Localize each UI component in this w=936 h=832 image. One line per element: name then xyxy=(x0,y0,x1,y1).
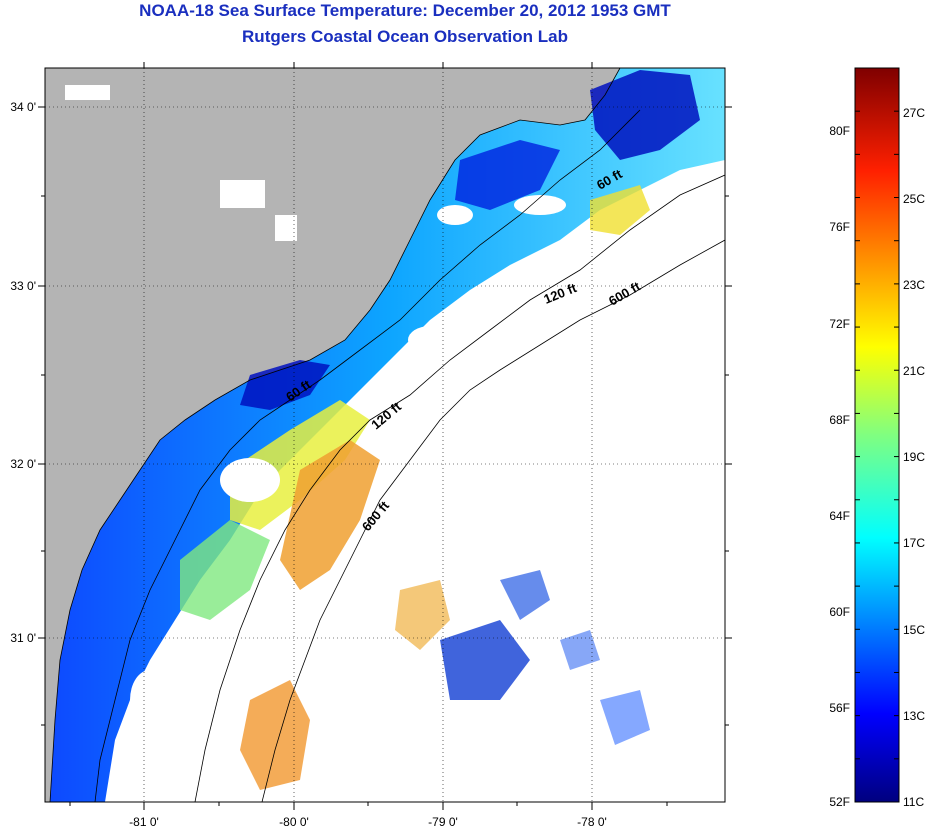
lat-label-31: 31 0' xyxy=(10,631,36,645)
land-mass xyxy=(45,68,620,802)
lat-label-32: 32 0' xyxy=(10,457,36,471)
frame-ticks xyxy=(38,62,732,810)
cloud-gap xyxy=(437,205,473,225)
gulf-stream-patch xyxy=(280,440,380,590)
colorbar-c-label: 13C xyxy=(903,709,925,723)
colorbar-c-label: 17C xyxy=(903,536,925,550)
map-title: NOAA-18 Sea Surface Temperature: Decembe… xyxy=(139,1,671,20)
lon-label-79: -79 0' xyxy=(428,815,458,829)
offshore-cold-patch xyxy=(440,620,530,700)
colorbar-frame xyxy=(854,67,900,803)
cloud-gap xyxy=(130,670,170,730)
cold-patch xyxy=(455,140,560,210)
lon-label-80: -80 0' xyxy=(279,815,309,829)
isobath-120ft xyxy=(194,174,725,802)
offshore-cold-patch xyxy=(500,570,550,620)
isobath-600ft xyxy=(261,239,725,802)
colorbar-f-label: 56F xyxy=(829,701,850,715)
colorbar-f-label: 60F xyxy=(829,605,850,619)
colorbar-c-label: 19C xyxy=(903,450,925,464)
colorbar-c-label: 23C xyxy=(903,278,925,292)
cold-patch xyxy=(590,70,700,160)
colorbar-c-label: 25C xyxy=(903,192,925,206)
warm-patch-yellow xyxy=(590,185,650,235)
land-cloud xyxy=(275,215,297,241)
colorbar-f-label: 64F xyxy=(829,509,850,523)
colorbar-c-label: 11C xyxy=(903,795,924,809)
gulf-stream-patch xyxy=(240,680,310,790)
offshore-cold-patch xyxy=(600,690,650,745)
lat-label-33: 33 0' xyxy=(10,279,36,293)
colorbar-f-label: 72F xyxy=(829,317,850,331)
lat-label-34: 34 0' xyxy=(10,100,36,114)
lon-label-81: -81 0' xyxy=(129,815,159,829)
warm-patch-green xyxy=(180,520,270,620)
land-cloud xyxy=(65,85,110,100)
map-subtitle: Rutgers Coastal Ocean Observation Lab xyxy=(242,27,568,46)
cloud-gap xyxy=(514,195,566,215)
colorbar-ticks xyxy=(855,67,899,803)
cloud-gap xyxy=(408,326,452,354)
cloud-gap xyxy=(220,458,280,502)
colorbar-f-label: 52F xyxy=(829,795,850,809)
map-frame xyxy=(44,67,726,803)
colorbar-f-label: 80F xyxy=(829,124,850,138)
graticule xyxy=(45,68,725,802)
isobath-60ft xyxy=(94,109,641,802)
colorbar-f-label: 68F xyxy=(829,413,850,427)
land-cloud xyxy=(220,180,265,208)
coastline xyxy=(49,68,621,802)
lon-label-78: -78 0' xyxy=(577,815,607,829)
colorbar xyxy=(855,68,899,802)
colorbar-c-label: 15C xyxy=(903,623,925,637)
gulf-stream-patch xyxy=(395,580,450,650)
colorbar-c-label: 21C xyxy=(903,364,925,378)
colorbar-c-label: 27C xyxy=(903,106,925,120)
cold-patch xyxy=(240,360,330,410)
offshore-cold-patch xyxy=(560,630,600,670)
colorbar-f-label: 76F xyxy=(829,220,850,234)
